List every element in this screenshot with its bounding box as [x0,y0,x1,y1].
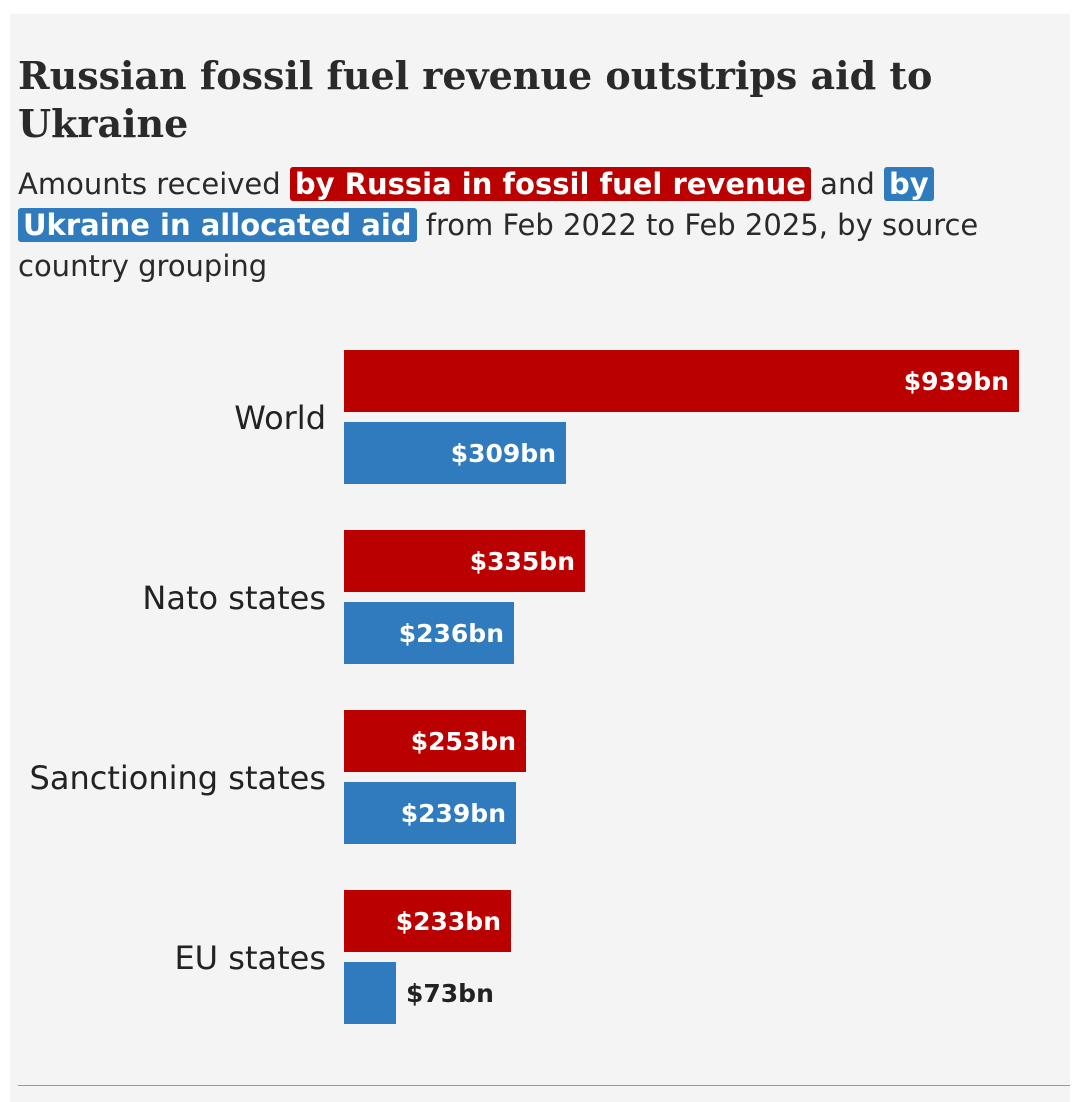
russia-bar-nato-states [344,530,585,592]
ukraine-value-label-world: $309bn [451,439,556,468]
ukraine-bar-world [344,422,566,484]
category-label-world: World [234,399,326,437]
russia-bar-world [344,350,1019,412]
ukraine-bar-eu-states [344,962,396,1024]
russia-legend-highlight: by Russia in fossil fuel revenue [289,167,811,201]
chart-title: Russian fossil fuel revenue outstrips ai… [18,53,933,146]
russia-bar-eu-states [344,890,511,952]
category-label-nato-states: Nato states [142,579,326,617]
ukraine-bar-nato-states [344,602,514,664]
category-label-eu-states: EU states [174,939,326,977]
ukraine-bar-sanctioning-states [344,782,516,844]
subtitle-tail: from Feb 2022 to Feb 2025, by source cou… [18,208,979,283]
ukraine-value-label-nato-states: $236bn [399,619,504,648]
russia-value-label-nato-states: $335bn [470,547,575,576]
subtitle-and: and [820,167,875,201]
ukraine-value-label-sanctioning-states: $239bn [401,799,506,828]
bottom-divider [18,1085,1070,1086]
russia-value-label-eu-states: $233bn [396,907,501,936]
ukraine-value-label-eu-states: $73bn [406,979,494,1008]
russia-bar-sanctioning-states [344,710,526,772]
russia-value-label-world: $939bn [904,367,1009,396]
category-label-sanctioning-states: Sanctioning states [30,759,326,797]
russia-value-label-sanctioning-states: $253bn [411,727,516,756]
subtitle-lead: Amounts received [18,167,281,201]
chart-subtitle: Amounts received by Russia in fossil fue… [18,164,1028,287]
